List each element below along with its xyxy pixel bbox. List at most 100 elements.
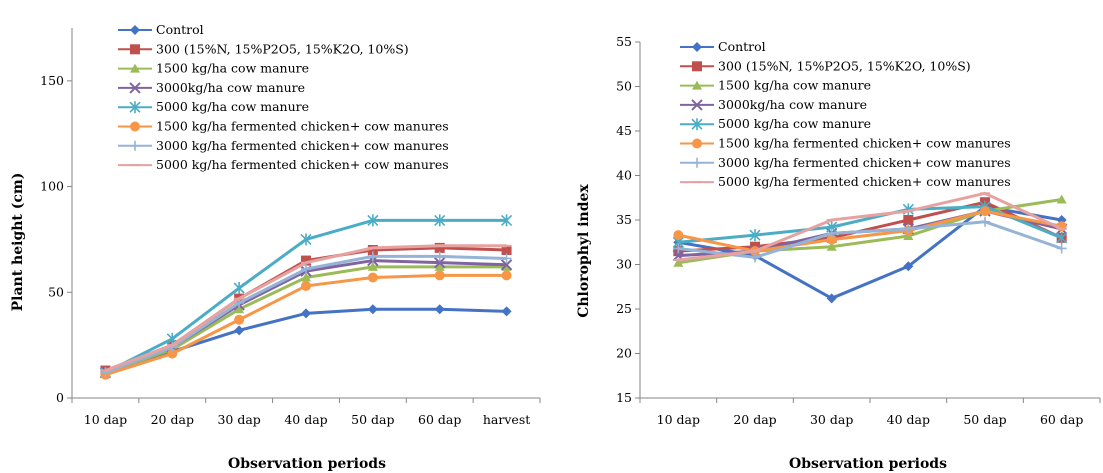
data-point xyxy=(367,304,378,315)
series-0 xyxy=(100,304,512,378)
y-tick-label: 25 xyxy=(616,301,632,316)
data-point xyxy=(980,216,990,227)
data-point xyxy=(367,272,378,283)
y-tick-label: 45 xyxy=(616,123,632,138)
y-tick-label: 150 xyxy=(40,73,64,88)
series-6 xyxy=(673,216,1067,263)
data-point xyxy=(434,261,445,271)
y-tick-label: 20 xyxy=(616,346,632,361)
data-point xyxy=(434,304,445,315)
data-point xyxy=(500,259,513,271)
x-tick-label: 20 dap xyxy=(151,412,194,427)
x-tick-label: 60 dap xyxy=(1040,412,1083,427)
data-point xyxy=(301,280,311,291)
data-point xyxy=(903,223,914,234)
legend-marker xyxy=(130,140,140,151)
series-line xyxy=(678,209,1062,253)
data-point xyxy=(301,255,311,266)
data-point xyxy=(501,306,512,317)
data-point xyxy=(367,214,379,227)
plant-height-chart: 0 50 100 150 10 dap 20 dap 30 dap 40 dap 50 dap 6… xyxy=(10,22,541,472)
x-tick-label: 10 dap xyxy=(84,412,127,427)
legend-marker xyxy=(130,121,140,132)
legend-label: 300 (15%N, 15%P2O5, 15%K2O, 10%S) xyxy=(718,58,971,73)
x-tick-label: 30 dap xyxy=(217,412,260,427)
y-tick-label: 50 xyxy=(48,284,64,299)
legend-label: 1500 kg/ha cow manure xyxy=(156,61,309,76)
series-line xyxy=(678,220,1063,259)
x-tick-label: 20 dap xyxy=(733,412,776,427)
data-point xyxy=(367,245,378,255)
x-tick-label: 50 dap xyxy=(351,412,394,427)
data-point xyxy=(501,245,512,255)
chlorophyll-index-chart: 15 20 25 30 35 40 45 50 55 10 dap 20 dap 30 dap 40 d… xyxy=(576,34,1101,472)
y-tick-label: 30 xyxy=(616,257,632,272)
legend: Control 300 (15%N, 15%P2O5, 15%K2O, 10%S)… xyxy=(680,39,1011,189)
series-7 xyxy=(673,191,1067,262)
legend-marker xyxy=(130,44,140,55)
x-tick-label: 10 dap xyxy=(657,412,700,427)
x-axis-title: Observation periods xyxy=(228,456,386,472)
legend-marker xyxy=(130,25,140,35)
data-point xyxy=(233,282,245,295)
x-tick-label: 30 dap xyxy=(810,412,853,427)
legend-label: 1500 kg/ha fermented chicken+ cow manure… xyxy=(156,119,449,134)
legend-label: 1500 kg/ha fermented chicken+ cow manure… xyxy=(718,136,1011,151)
x-tick-label: 40 dap xyxy=(887,412,930,427)
data-point xyxy=(301,308,311,319)
legend-label: Control xyxy=(718,39,766,54)
data-point xyxy=(749,229,761,242)
legend-label: 1500 kg/ha cow manure xyxy=(718,78,871,93)
legend-label: 300 (15%N, 15%P2O5, 15%K2O, 10%S) xyxy=(156,41,409,56)
data-point xyxy=(980,206,990,217)
y-tick-label: 40 xyxy=(616,168,632,183)
data-point xyxy=(434,242,445,253)
data-point xyxy=(673,257,684,267)
legend-label: 5000 kg/ha fermented chicken+ cow manure… xyxy=(156,157,449,172)
data-point xyxy=(903,215,914,225)
legend-label: 5000 kg/ha cow manure xyxy=(156,99,309,114)
legend-label: 3000 kg/ha fermented chicken+ cow manure… xyxy=(718,155,1011,170)
legend-label: 3000 kg/ha fermented chicken+ cow manure… xyxy=(156,138,449,153)
data-point xyxy=(434,214,446,227)
legend: Control 300 (15%N, 15%P2O5, 15%K2O, 10%S)… xyxy=(118,22,449,172)
data-point xyxy=(826,228,837,239)
series-7 xyxy=(100,244,512,372)
data-point xyxy=(367,261,378,271)
data-point xyxy=(301,264,311,275)
y-axis-title: Plant height (cm) xyxy=(10,173,26,312)
data-point xyxy=(1056,231,1068,244)
data-point xyxy=(167,348,178,359)
series-line xyxy=(678,191,1063,262)
data-point xyxy=(234,304,245,314)
series-2 xyxy=(100,261,512,377)
data-point xyxy=(434,251,445,262)
legend-marker xyxy=(691,118,703,131)
data-point xyxy=(501,253,512,264)
legend-label: 5000 kg/ha fermented chicken+ cow manure… xyxy=(718,174,1011,189)
legend-label: 3000kg/ha cow manure xyxy=(718,97,867,112)
legend-label: 3000kg/ha cow manure xyxy=(156,80,305,95)
x-tick-label: 60 dap xyxy=(418,412,461,427)
legend-marker xyxy=(691,99,703,111)
legend-marker xyxy=(692,61,702,72)
legend-label: 5000 kg/ha cow manure xyxy=(718,116,871,131)
data-point xyxy=(501,270,512,281)
series-6 xyxy=(100,251,512,378)
data-point xyxy=(300,233,312,246)
legend-marker xyxy=(129,82,141,94)
y-tick-label: 35 xyxy=(616,212,632,227)
data-point xyxy=(234,314,245,325)
legend-marker xyxy=(692,157,702,168)
data-point xyxy=(1056,194,1067,204)
y-tick-label: 50 xyxy=(616,79,632,94)
data-point xyxy=(434,270,445,281)
legend-marker xyxy=(129,101,141,114)
data-point xyxy=(673,243,684,254)
legend-marker xyxy=(692,80,702,90)
x-tick-label: harvest xyxy=(483,412,530,427)
legend-marker xyxy=(692,138,702,149)
y-tick-label: 100 xyxy=(40,179,64,194)
data-point xyxy=(501,214,513,227)
